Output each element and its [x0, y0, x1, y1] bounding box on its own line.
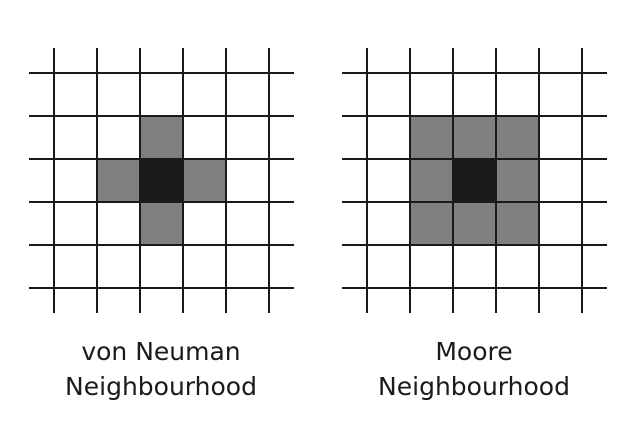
von-neumann-center-cell [140, 159, 183, 202]
von-neumann-grid [29, 48, 294, 313]
von-neumann-caption: von Neuman Neighbourhood [31, 334, 291, 404]
von-neumann-caption-line1: von Neuman [81, 337, 241, 366]
von-neumann-neighbor-cell-0 [140, 116, 183, 159]
moore-neighbor-cell-0 [410, 116, 453, 159]
moore-caption-line2: Neighbourhood [378, 372, 570, 401]
von-neumann-caption-line2: Neighbourhood [65, 372, 257, 401]
moore-caption-line1: Moore [435, 337, 513, 366]
von-neumann-neighbor-cell-1 [97, 159, 140, 202]
moore-neighbor-cell-7 [496, 202, 539, 245]
moore-neighbor-cell-2 [496, 116, 539, 159]
moore-neighbor-cell-3 [410, 159, 453, 202]
moore-neighbor-cell-5 [410, 202, 453, 245]
von-neumann-neighbor-cell-2 [183, 159, 226, 202]
moore-grid [342, 48, 607, 313]
moore-neighbor-cell-6 [453, 202, 496, 245]
moore-neighbor-cell-4 [496, 159, 539, 202]
moore-caption: Moore Neighbourhood [344, 334, 604, 404]
moore-neighbor-cell-1 [453, 116, 496, 159]
von-neumann-neighbor-cell-3 [140, 202, 183, 245]
moore-center-cell [453, 159, 496, 202]
